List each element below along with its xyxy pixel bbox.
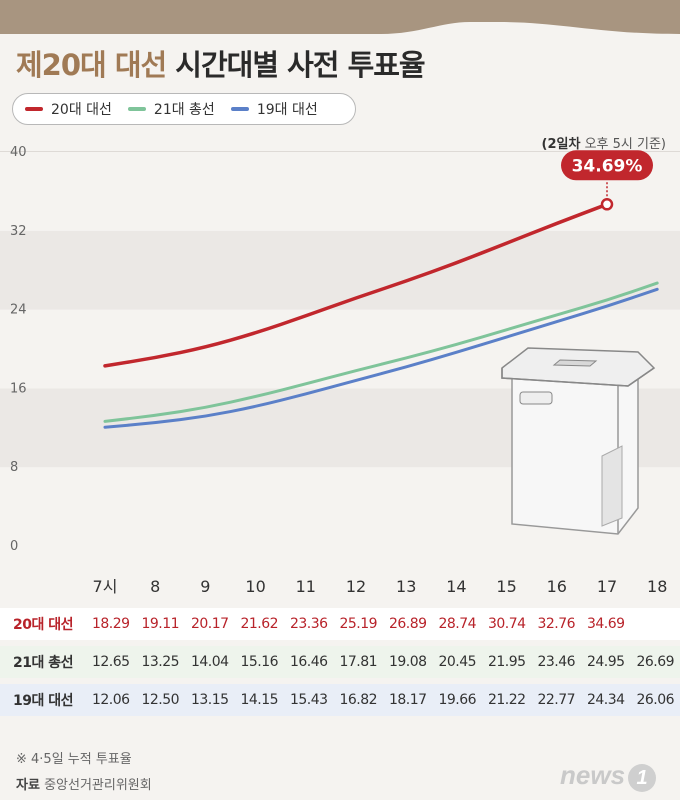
table-cell: 26.89	[383, 608, 433, 640]
table-cell: 26.69	[630, 646, 680, 678]
table-cell: 34.69	[581, 608, 631, 640]
y-tick-label: 8	[10, 460, 18, 475]
page-title: 제20대 대선 시간대별 사전 투표율	[16, 42, 426, 84]
logo-mark: 1	[628, 764, 657, 792]
table-cell: 21.95	[482, 646, 532, 678]
table-cell: 18.17	[383, 684, 433, 716]
y-tick-label: 40	[10, 145, 27, 160]
table-cell: 24.95	[581, 646, 631, 678]
y-tick-label: 24	[10, 303, 27, 318]
x-tick-label: 10	[245, 577, 265, 596]
news1-logo: news 1	[560, 760, 657, 792]
grid-band	[0, 230, 680, 310]
x-tick-label: 13	[396, 577, 416, 596]
footnote: ※ 4·5일 누적 투표율	[16, 752, 132, 767]
legend-label-19: 19대 대선	[256, 102, 318, 118]
legend-swatch-20	[25, 107, 43, 111]
table-cell: 17.81	[333, 646, 383, 678]
table-cell: 22.77	[531, 684, 581, 716]
x-tick-label: 7시	[93, 577, 118, 596]
legend-item-21: 21대 총선	[127, 99, 215, 119]
x-tick-label: 17	[597, 577, 617, 596]
table-cell: 23.46	[531, 646, 581, 678]
table-row-label: 20대 대선	[0, 608, 86, 640]
table-cell: 19.11	[135, 608, 185, 640]
y-tick-label: 0	[10, 539, 18, 554]
x-tick-label: 8	[150, 577, 160, 596]
series-line-1	[103, 281, 659, 423]
table-cell: 23.36	[284, 608, 334, 640]
x-tick-label: 11	[296, 577, 316, 596]
table-cell: 30.74	[482, 608, 532, 640]
table-cell: 18.29	[86, 608, 136, 640]
table-cell: 32.76	[531, 608, 581, 640]
table-cell: 21.62	[234, 608, 284, 640]
callout-badge	[561, 150, 653, 181]
table-row-19: 19대 대선 12.06 12.50 13.15 14.15 15.43 16.…	[0, 684, 680, 716]
table-cell: 19.66	[432, 684, 482, 716]
table-cell: 13.15	[185, 684, 235, 716]
line-chart: 0 8 16 24 32 40 7시 8 9 10 11 12 13 14 15 16 17 18 34.69%	[0, 145, 680, 596]
series-line-2	[103, 287, 659, 429]
y-tick-label: 16	[10, 381, 27, 396]
table-row-20: 20대 대선 18.29 19.11 20.17 21.62 23.36 25.…	[0, 608, 680, 640]
legend-label-20: 20대 대선	[51, 102, 112, 118]
table-cell: 16.82	[333, 684, 383, 716]
chart-legend: 20대 대선 21대 총선 19대 대선	[12, 93, 356, 125]
legend-swatch-19	[230, 107, 249, 111]
table-cell	[630, 608, 680, 640]
callout-point	[600, 198, 614, 211]
table-cell: 20.17	[185, 608, 235, 640]
table-row-21: 21대 총선 12.65 13.25 14.04 15.16 16.46 17.…	[0, 646, 680, 678]
table-cell: 16.46	[284, 646, 334, 678]
x-tick-label: 16	[547, 577, 567, 596]
source-note: 자료 중앙선거관리위원회	[16, 774, 152, 793]
table-cell: 12.06	[86, 684, 136, 716]
table-row-label: 21대 총선	[0, 646, 86, 678]
grid-line	[0, 151, 680, 152]
table-cell: 25.19	[333, 608, 383, 640]
table-cell: 13.25	[135, 646, 185, 678]
basis-note: (2일차 오후 5시 기준)	[542, 133, 666, 152]
table-cell: 19.08	[383, 646, 433, 678]
table-cell: 12.65	[86, 646, 136, 678]
table-cell: 15.16	[234, 646, 284, 678]
data-table: 20대 대선 18.29 19.11 20.17 21.62 23.36 25.…	[0, 608, 680, 716]
title-main: 시간대별 사전 투표율	[175, 48, 425, 82]
ballot-box-illustration	[501, 347, 656, 535]
callout-label: 34.69%	[572, 156, 643, 176]
title-highlight: 제20대 대선	[16, 48, 167, 82]
basis-note-bold: (2일차	[541, 137, 581, 152]
logo-text: news	[560, 760, 626, 790]
table-cell: 28.74	[432, 608, 482, 640]
x-tick-label: 9	[200, 577, 210, 596]
table-row-label: 19대 대선	[0, 684, 86, 716]
table-cell: 24.34	[581, 684, 631, 716]
series-line-0	[103, 202, 609, 368]
source-text: 중앙선거관리위원회	[44, 778, 152, 793]
top-wave-banner	[0, 0, 680, 34]
table-cell: 14.04	[185, 646, 235, 678]
table-cell: 15.43	[284, 684, 334, 716]
source-label: 자료	[16, 778, 40, 793]
y-tick-label: 32	[10, 224, 27, 239]
legend-item-20: 20대 대선	[25, 99, 112, 119]
table-cell: 26.06	[630, 684, 680, 716]
table-cell: 20.45	[432, 646, 482, 678]
legend-label-21: 21대 총선	[153, 102, 215, 118]
x-tick-label: 12	[346, 577, 366, 596]
x-tick-label: 14	[446, 577, 466, 596]
legend-swatch-21	[127, 107, 146, 111]
x-tick-label: 18	[647, 577, 667, 596]
table-cell: 14.15	[234, 684, 284, 716]
table-cell: 12.50	[135, 684, 185, 716]
legend-item-19: 19대 대선	[230, 99, 318, 119]
basis-note-rest: 오후 5시 기준)	[584, 137, 666, 152]
x-tick-label: 15	[496, 577, 516, 596]
table-cell: 21.22	[482, 684, 532, 716]
